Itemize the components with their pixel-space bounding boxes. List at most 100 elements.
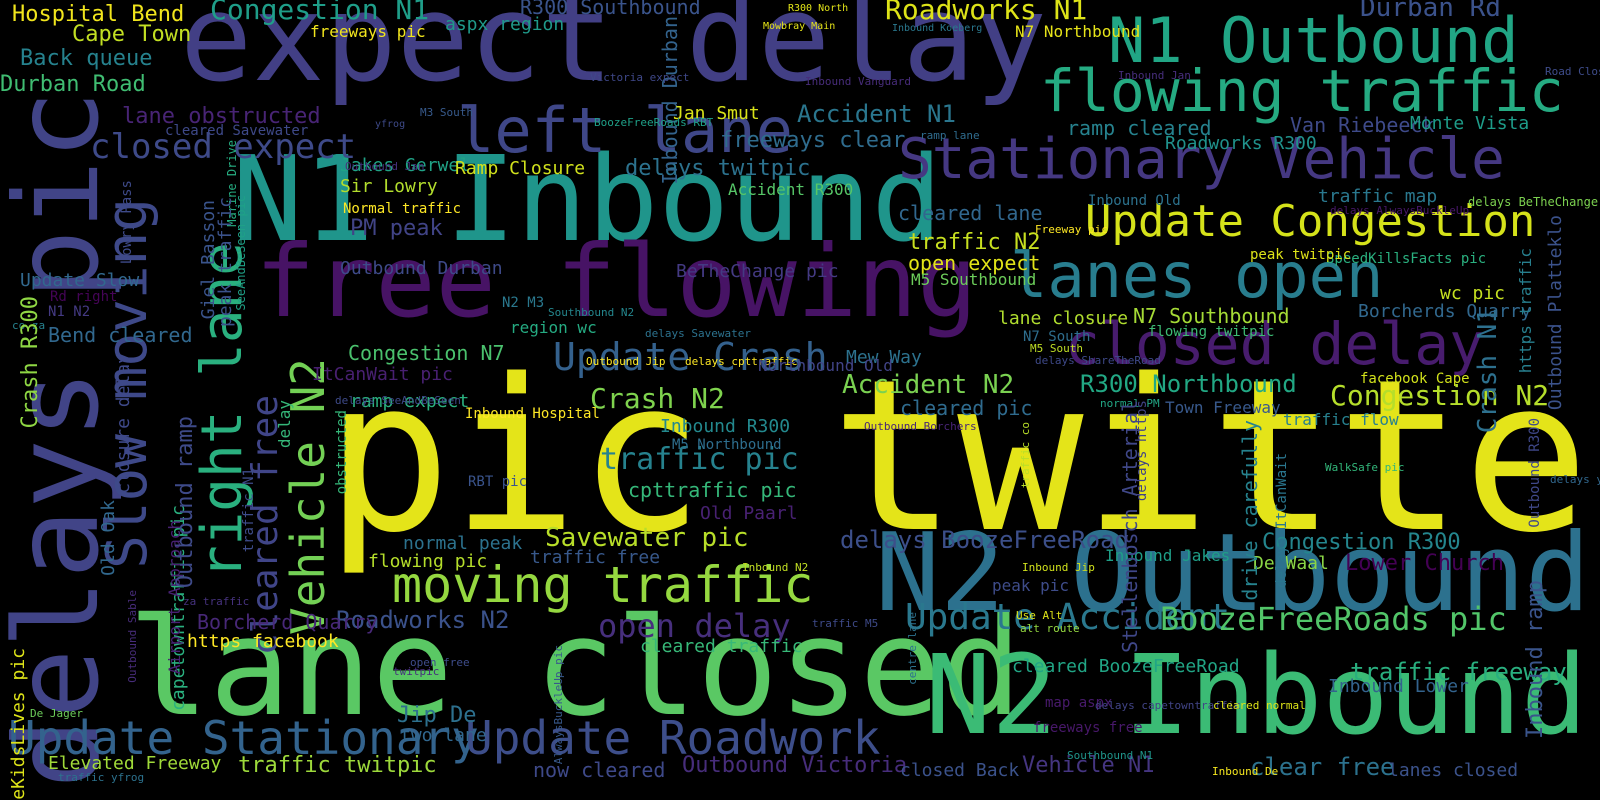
cloud-word: Old Oak: [98, 500, 119, 576]
cloud-word: M5 South: [1030, 342, 1083, 355]
cloud-word: N7 Southbound: [1133, 304, 1290, 328]
cloud-word: delays AlwaysBuckleUp: [1330, 204, 1470, 217]
cloud-word: delays SeeAndBeSeen: [335, 394, 461, 407]
cloud-word: obstructed: [334, 410, 350, 495]
cloud-word: normal PM: [1100, 397, 1160, 410]
cloud-word: Road Closure: [1545, 65, 1600, 78]
cloud-word: cleared normal: [1213, 699, 1306, 712]
cloud-word: cleared traffic: [640, 636, 803, 657]
cloud-word: delay: [275, 400, 294, 449]
cloud-word: Inbound N2: [742, 561, 809, 574]
cloud-word: cleared pic: [900, 396, 1033, 420]
cloud-word: Bend cleared: [48, 323, 193, 347]
cloud-word: N1 Outbound: [1108, 4, 1519, 77]
cloud-word: now cleared: [533, 758, 666, 782]
cloud-word: lane closed: [128, 589, 1023, 746]
cloud-word: region wc: [510, 318, 597, 337]
cloud-word: ramp expect: [350, 391, 470, 412]
cloud-word: Use Alt: [1016, 609, 1063, 622]
cloud-word: delays capetowntraffic: [1095, 699, 1241, 712]
cloud-word: R300 Northbound: [1080, 370, 1297, 398]
cloud-word: N2 Outbound: [875, 511, 1591, 636]
cloud-word: https facebook: [187, 631, 339, 652]
cloud-word: Durban Road: [0, 72, 146, 97]
cloud-word: Mowbray Main: [763, 21, 836, 32]
cloud-word: drive carefully: [1238, 420, 1262, 601]
cloud-word: Van Riebeeck: [1290, 113, 1435, 137]
cloud-word: closed expect: [90, 127, 357, 167]
cloud-word: traffic freeway: [1350, 658, 1567, 686]
cloud-word: Town Freeway: [1165, 398, 1281, 417]
cloud-word: delays ItCanWait: [1274, 453, 1290, 588]
cloud-word: delays ShareTheRoad: [1035, 354, 1161, 367]
cloud-word: left lane: [457, 94, 793, 167]
cloud-word: Elevated Freeway: [48, 753, 222, 774]
cloud-word: R300 Southbound: [520, 0, 701, 19]
cloud-word: lanes open: [1010, 239, 1384, 312]
cloud-word: traffic flow: [1283, 410, 1399, 429]
cloud-word: RBT pic: [468, 474, 528, 490]
cloud-word: flowing pic: [368, 551, 488, 572]
cloud-word: flowing traffic: [1040, 57, 1564, 125]
cloud-word: PM peak: [350, 216, 443, 241]
cloud-word: Outbound Platteklo: [1545, 215, 1566, 411]
cloud-word: normal peak: [403, 533, 523, 554]
cloud-word: Freeway pic: [1035, 223, 1108, 236]
cloud-word: N2 M3: [502, 295, 545, 311]
cloud-word: Crash N1: [1473, 308, 1503, 434]
cloud-word: cleared lane: [898, 201, 1043, 225]
cloud-word: Ramp Closure: [455, 158, 586, 179]
cloud-word: traffic N1: [241, 468, 257, 553]
cloud-word: Congestion N1: [210, 0, 430, 26]
cloud-word: WalkSafe pic: [1325, 461, 1405, 474]
cloud-word: Borcherd Quarry: [197, 610, 378, 634]
cloud-word: Outbound Jan: [345, 160, 425, 173]
cloud-word: delays BoozeFreeRoad: [840, 526, 1129, 554]
cloud-word: Savewater pic: [545, 523, 749, 553]
cloud-word: co za: [12, 319, 46, 332]
cloud-word: Outbound Jip: [586, 355, 666, 368]
cloud-word: peak traffic: [215, 197, 236, 328]
cloud-word: SaveKidsLives pic: [8, 648, 29, 800]
cloud-word: za traffic: [183, 595, 250, 608]
cloud-word: delays Savewater: [645, 327, 751, 340]
cloud-word: Outbound ramp: [173, 416, 198, 589]
cloud-word: clear free: [1250, 753, 1395, 781]
cloud-word: traffic M5: [812, 617, 879, 630]
cloud-word: lane obstructed: [122, 104, 321, 129]
cloud-word: Inbound Durban: [658, 16, 682, 185]
cloud-word: Old Paarl: [700, 503, 798, 524]
cloud-word: N7 South: [1023, 329, 1091, 345]
cloud-word: ramp lane: [920, 129, 980, 142]
cloud-word: https traffic: [1516, 248, 1535, 374]
cloud-word: traffic co: [1019, 422, 1032, 489]
cloud-word: Update Congestion: [1085, 196, 1536, 247]
cloud-word: Inbound ramp: [1523, 580, 1548, 739]
cloud-word: delays https: [1134, 400, 1150, 502]
cloud-word: Cape Town: [72, 22, 192, 47]
cloud-word: peak twitpic: [1250, 247, 1352, 263]
cloud-word: Update Crash: [553, 335, 828, 379]
cloud-word: centre lane: [906, 612, 919, 685]
cloud-word: N2 Inbound: [925, 631, 1588, 759]
cloud-word: aspx region: [445, 14, 565, 35]
cloud-word: SpeedKillsFacts pic: [1326, 251, 1487, 267]
cloud-word: lanes closed: [1388, 760, 1519, 781]
cloud-word: Roadworks R300: [1165, 133, 1317, 154]
cloud-word: Mew Way: [846, 347, 922, 368]
cloud-word: Stationary Vehicle: [898, 127, 1505, 192]
cloud-word: Crash N2: [590, 382, 725, 415]
cloud-word: BoozeFreeRoads RBT: [594, 116, 714, 129]
cloud-word: Durban Rd: [1360, 0, 1501, 23]
cloud-word: open delay: [598, 607, 791, 645]
cloud-word: M3 South: [420, 106, 473, 119]
cloud-word: Congestion R300: [1262, 530, 1461, 555]
cloud-word: freeways free: [1033, 720, 1143, 736]
cloud-word: cleared Savewater: [165, 123, 309, 139]
cloud-word: M5 Northbound: [672, 437, 782, 453]
cloud-word: Inbound Lower: [1328, 676, 1469, 697]
cloud-word: traffic pic: [600, 442, 799, 477]
cloud-word: Crash R300: [18, 296, 43, 429]
cloud-word: Inbound De: [1212, 765, 1279, 778]
cloud-word: ramp cleared: [1067, 116, 1212, 140]
